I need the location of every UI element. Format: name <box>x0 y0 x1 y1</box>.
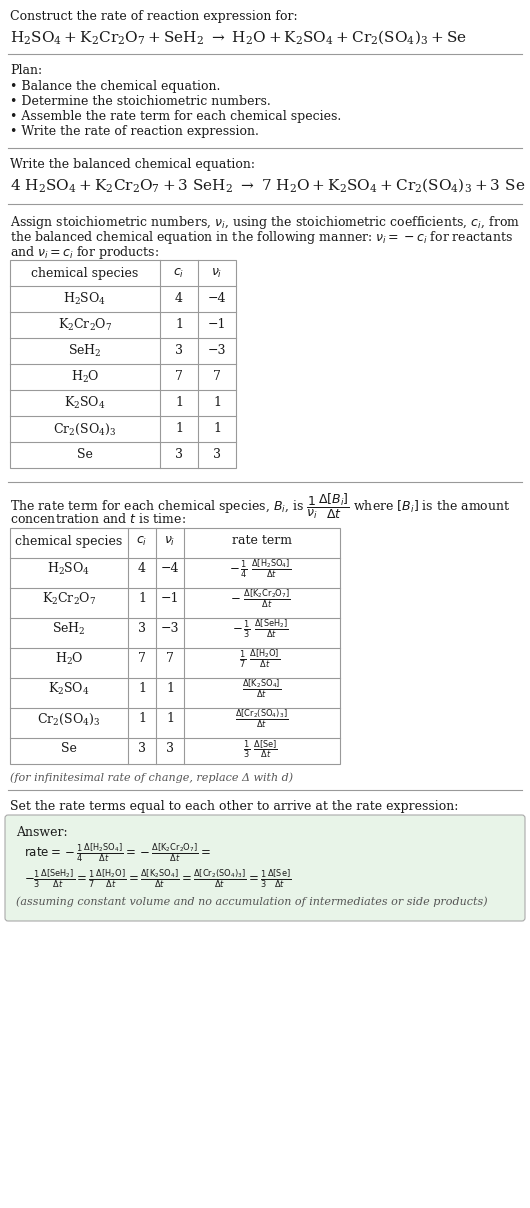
Text: 3: 3 <box>138 743 146 755</box>
Text: −1: −1 <box>161 592 179 605</box>
Text: chemical species: chemical species <box>31 267 139 279</box>
Text: 1: 1 <box>138 683 146 696</box>
Text: $\mathregular{H_2O}$: $\mathregular{H_2O}$ <box>55 651 83 667</box>
Text: $\frac{\Delta[\mathrm{K_2SO_4}]}{\Delta t}$: $\frac{\Delta[\mathrm{K_2SO_4}]}{\Delta … <box>242 678 281 701</box>
Text: −1: −1 <box>208 319 226 331</box>
Text: concentration and $t$ is time:: concentration and $t$ is time: <box>10 512 186 525</box>
Text: • Write the rate of reaction expression.: • Write the rate of reaction expression. <box>10 124 259 138</box>
Text: $\mathregular{SeH_2}$: $\mathregular{SeH_2}$ <box>68 343 102 359</box>
Text: • Determine the stoichiometric numbers.: • Determine the stoichiometric numbers. <box>10 95 271 108</box>
Text: $\nu_i$: $\nu_i$ <box>164 534 175 547</box>
Text: $\mathregular{H_2SO_4}$: $\mathregular{H_2SO_4}$ <box>64 291 107 307</box>
Text: $\mathregular{4\ H_2SO_4 + K_2Cr_2O_7 + 3\ SeH_2}$$\ \mathregular{\rightarrow}\ : $\mathregular{4\ H_2SO_4 + K_2Cr_2O_7 + … <box>10 176 525 193</box>
Text: $\mathregular{K_2Cr_2O_7}$: $\mathregular{K_2Cr_2O_7}$ <box>58 316 112 333</box>
Text: the balanced chemical equation in the following manner: $\nu_i = -c_i$ for react: the balanced chemical equation in the fo… <box>10 230 513 246</box>
Text: 7: 7 <box>213 371 221 383</box>
Text: 3: 3 <box>166 743 174 755</box>
Text: Construct the rate of reaction expression for:: Construct the rate of reaction expressio… <box>10 10 298 23</box>
Text: $-\,\frac{1}{4}$ $\frac{\Delta[\mathrm{H_2SO_4}]}{\Delta t}$: $-\,\frac{1}{4}$ $\frac{\Delta[\mathrm{H… <box>229 558 291 580</box>
Text: $-\,\frac{1}{3}$ $\frac{\Delta[\mathrm{SeH_2}]}{\Delta t}$: $-\,\frac{1}{3}$ $\frac{\Delta[\mathrm{S… <box>232 617 288 640</box>
Text: (assuming constant volume and no accumulation of intermediates or side products): (assuming constant volume and no accumul… <box>16 896 488 906</box>
Text: $-$ $\frac{\Delta[\mathrm{K_2Cr_2O_7}]}{\Delta t}$: $-$ $\frac{\Delta[\mathrm{K_2Cr_2O_7}]}{… <box>229 588 290 610</box>
Text: Plan:: Plan: <box>10 64 42 77</box>
Text: 7: 7 <box>138 652 146 666</box>
Text: Se: Se <box>77 448 93 461</box>
Text: (for infinitesimal rate of change, replace Δ with d): (for infinitesimal rate of change, repla… <box>10 772 293 783</box>
Text: −3: −3 <box>161 622 179 635</box>
Text: $\mathregular{K_2SO_4}$: $\mathregular{K_2SO_4}$ <box>64 395 106 411</box>
Text: 1: 1 <box>138 713 146 726</box>
Text: 3: 3 <box>138 622 146 635</box>
Text: $\mathregular{SeH_2}$: $\mathregular{SeH_2}$ <box>52 621 86 637</box>
Text: 7: 7 <box>166 652 174 666</box>
Text: $\mathregular{Cr_2(SO_4)_3}$: $\mathregular{Cr_2(SO_4)_3}$ <box>38 712 101 726</box>
Text: $\mathregular{Cr_2(SO_4)_3}$: $\mathregular{Cr_2(SO_4)_3}$ <box>54 422 117 436</box>
Text: −4: −4 <box>161 563 179 575</box>
Text: −4: −4 <box>208 292 226 306</box>
Text: 1: 1 <box>166 683 174 696</box>
Text: $c_i$: $c_i$ <box>173 267 184 279</box>
Text: 3: 3 <box>175 448 183 461</box>
Text: Set the rate terms equal to each other to arrive at the rate expression:: Set the rate terms equal to each other t… <box>10 800 458 813</box>
Text: $\mathregular{H_2O}$: $\mathregular{H_2O}$ <box>70 368 99 385</box>
Text: $\mathregular{K_2SO_4}$: $\mathregular{K_2SO_4}$ <box>48 681 90 697</box>
Text: 3: 3 <box>175 344 183 358</box>
Text: 4: 4 <box>175 292 183 306</box>
Text: Write the balanced chemical equation:: Write the balanced chemical equation: <box>10 158 255 172</box>
Text: $\frac{\Delta[\mathrm{Cr_2(SO_4)_3}]}{\Delta t}$: $\frac{\Delta[\mathrm{Cr_2(SO_4)_3}]}{\D… <box>235 708 289 730</box>
Text: and $\nu_i = c_i$ for products:: and $\nu_i = c_i$ for products: <box>10 244 159 261</box>
Text: 7: 7 <box>175 371 183 383</box>
Text: $\mathregular{H_2SO_4}$: $\mathregular{H_2SO_4}$ <box>47 561 91 577</box>
Text: $\mathregular{K_2Cr_2O_7}$: $\mathregular{K_2Cr_2O_7}$ <box>42 591 96 608</box>
Text: chemical species: chemical species <box>15 534 122 547</box>
Text: 4: 4 <box>138 563 146 575</box>
Text: • Assemble the rate term for each chemical species.: • Assemble the rate term for each chemic… <box>10 110 341 123</box>
Text: $\mathrm{rate} = -\frac{1}{4}\frac{\Delta[\mathrm{H_2SO_4}]}{\Delta t}= -\frac{\: $\mathrm{rate} = -\frac{1}{4}\frac{\Delt… <box>24 842 211 865</box>
Bar <box>10 528 340 763</box>
Text: 1: 1 <box>138 592 146 605</box>
Text: $\frac{1}{3}$ $\frac{\Delta[\mathrm{Se}]}{\Delta t}$: $\frac{1}{3}$ $\frac{\Delta[\mathrm{Se}]… <box>243 738 277 760</box>
Text: $c_i$: $c_i$ <box>136 534 148 547</box>
Text: Assign stoichiometric numbers, $\nu_i$, using the stoichiometric coefficients, $: Assign stoichiometric numbers, $\nu_i$, … <box>10 214 520 231</box>
Text: $\mathregular{H_2SO_4 + K_2Cr_2O_7 + SeH_2}$$\ \mathregular{\rightarrow}\ $$\mat: $\mathregular{H_2SO_4 + K_2Cr_2O_7 + SeH… <box>10 28 467 46</box>
Text: $\nu_i$: $\nu_i$ <box>211 267 223 279</box>
Text: $\frac{1}{7}$ $\frac{\Delta[\mathrm{H_2O}]}{\Delta t}$: $\frac{1}{7}$ $\frac{\Delta[\mathrm{H_2O… <box>240 647 280 670</box>
Text: Answer:: Answer: <box>16 826 68 840</box>
Text: 1: 1 <box>175 423 183 436</box>
Text: 3: 3 <box>213 448 221 461</box>
Text: $-\frac{1}{3}\frac{\Delta[\mathrm{SeH_2}]}{\Delta t}= \frac{1}{7}\frac{\Delta[\m: $-\frac{1}{3}\frac{\Delta[\mathrm{SeH_2}… <box>24 869 292 890</box>
Text: 1: 1 <box>166 713 174 726</box>
Text: rate term: rate term <box>232 534 292 547</box>
Text: 1: 1 <box>175 319 183 331</box>
Text: −3: −3 <box>208 344 226 358</box>
Text: Se: Se <box>61 743 77 755</box>
Bar <box>10 260 236 467</box>
Text: • Balance the chemical equation.: • Balance the chemical equation. <box>10 80 220 93</box>
Text: 1: 1 <box>213 396 221 410</box>
Text: The rate term for each chemical species, $B_i$, is $\dfrac{1}{\nu_i}\dfrac{\Delt: The rate term for each chemical species,… <box>10 492 510 521</box>
FancyBboxPatch shape <box>5 815 525 920</box>
Text: 1: 1 <box>213 423 221 436</box>
Text: 1: 1 <box>175 396 183 410</box>
